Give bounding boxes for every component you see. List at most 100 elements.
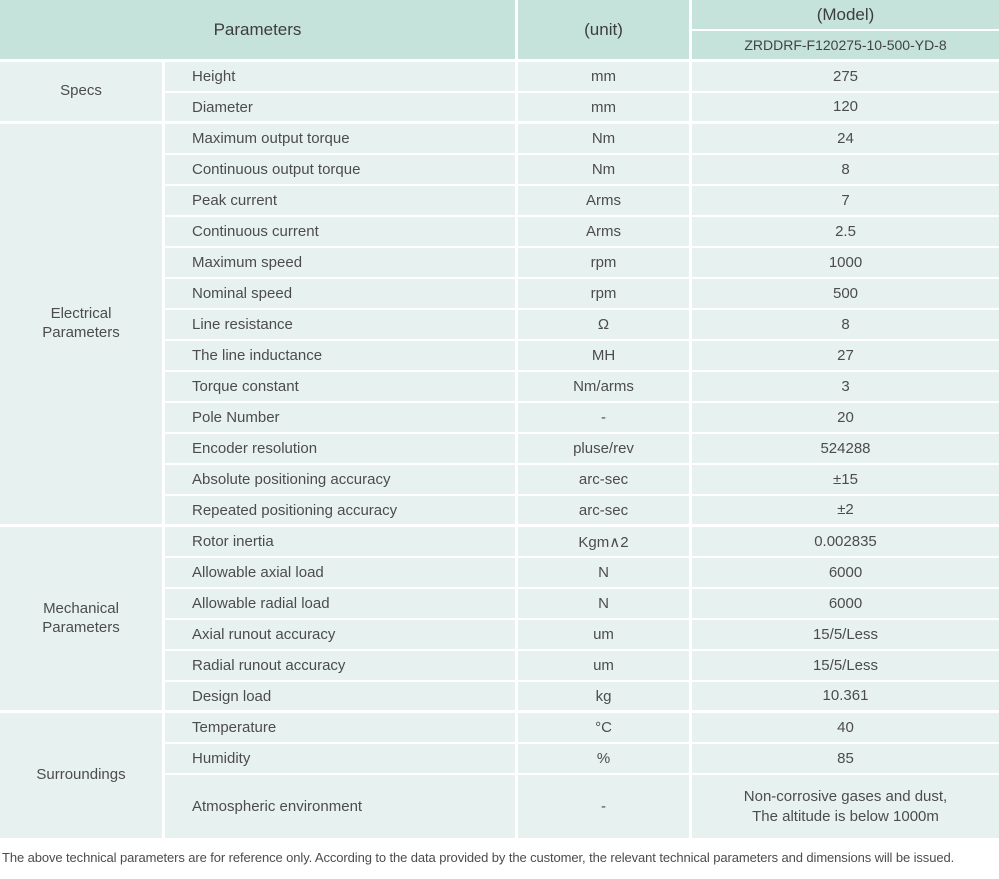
unit-cell: - <box>518 403 692 434</box>
unit-cell: Nm <box>518 124 692 155</box>
unit-cell: Kgm∧2 <box>518 527 692 558</box>
disclaimer-note: The above technical parameters are for r… <box>2 850 955 865</box>
param-name-cell: Peak current <box>165 186 518 217</box>
value-cell: 27 <box>692 341 999 372</box>
unit-cell: °C <box>518 713 692 744</box>
unit-cell: MH <box>518 341 692 372</box>
table-row: Mechanical Parameters Rotor inertia Kgm∧2 0… <box>0 527 999 713</box>
unit-cell: N <box>518 558 692 589</box>
unit-cell: arc-sec <box>518 496 692 527</box>
unit-cell: kg <box>518 682 692 713</box>
unit-cell: Arms <box>518 217 692 248</box>
param-name-cell: Humidity <box>165 744 518 775</box>
value-cell: 24 <box>692 124 999 155</box>
table-row: Humidity% 85 <box>0 744 999 775</box>
value-cell: ±15 <box>692 465 999 496</box>
value-cell: 120 <box>692 93 999 124</box>
value-cell: Non-corrosive gases and dust, The altitu… <box>692 775 999 841</box>
table-row: Repeated positioning accuracy arc-sec ±2 <box>0 496 999 527</box>
table-row: Torque constant Nm/arms 3 <box>0 372 999 403</box>
header-row-1: Parameters (unit) (Model) <box>0 0 999 62</box>
unit-cell: mm <box>518 93 692 124</box>
param-name-cell: The line inductance <box>165 341 518 372</box>
value-cell: 2.5 <box>692 217 999 248</box>
unit-cell: Nm/arms <box>518 372 692 403</box>
param-name-cell: Temperature <box>165 713 518 744</box>
value-cell: 8 <box>692 155 999 186</box>
unit-cell: um <box>518 620 692 651</box>
param-name-cell: Absolute positioning accuracy <box>165 465 518 496</box>
table-row: Surroundings Temperature °C 40 <box>0 713 999 841</box>
unit-cell: um <box>518 651 692 682</box>
param-name-cell: Repeated positioning accuracy <box>165 496 518 527</box>
table-row: Radial runout accuracy um 15/5/Less <box>0 651 999 682</box>
unit-cell: - <box>518 775 692 841</box>
param-name-cell: Maximum speed <box>165 248 518 279</box>
table-row: Design load kg 10.361 <box>0 682 999 713</box>
value-cell: 15/5/Less <box>692 620 999 651</box>
table-row: Encoder resolution pluse/rev 524288 <box>0 434 999 465</box>
spec-table: Parameters (unit) (Model) ZRDDRF-F120275… <box>0 0 999 841</box>
unit-cell: rpm <box>518 279 692 310</box>
unit-cell: Nm <box>518 155 692 186</box>
table-row: Continuous current Arms 2.5 <box>0 217 999 248</box>
value-cell: 8 <box>692 310 999 341</box>
value-cell: 20 <box>692 403 999 434</box>
unit-cell: pluse/rev <box>518 434 692 465</box>
param-name-cell: Torque constant <box>165 372 518 403</box>
table-row: Axial runout accuracy um 15/5/Less <box>0 620 999 651</box>
param-name-cell: Line resistance <box>165 310 518 341</box>
table-row: Peak current Arms 7 <box>0 186 999 217</box>
param-name-cell: Axial runout accuracy <box>165 620 518 651</box>
param-name-cell: Design load <box>165 682 518 713</box>
group-cell: Electrical Parameters <box>0 124 165 527</box>
value-cell: 10.361 <box>692 682 999 713</box>
param-name-cell: Continuous current <box>165 217 518 248</box>
table-row: Specs Height mm 275 <box>0 62 999 124</box>
value-cell: 275 <box>692 62 999 93</box>
value-cell: 0.002835 <box>692 527 999 558</box>
value-cell: 40 <box>692 713 999 744</box>
param-name-cell: Nominal speed <box>165 279 518 310</box>
param-name-cell: Pole Number <box>165 403 518 434</box>
group-cell: Surroundings <box>0 713 165 841</box>
header-model: (Model) <box>692 0 999 31</box>
group-cell: Mechanical Parameters <box>0 527 165 713</box>
table-row: Continuous output torque Nm 8 <box>0 155 999 186</box>
table-row: Diameter mm 120 <box>0 93 999 124</box>
table-row: Maximum speed rpm 1000 <box>0 248 999 279</box>
param-name-cell: Continuous output torque <box>165 155 518 186</box>
table-row: Nominal speed rpm 500 <box>0 279 999 310</box>
value-cell: 85 <box>692 744 999 775</box>
param-name-cell: Allowable radial load <box>165 589 518 620</box>
param-name-cell: Allowable axial load <box>165 558 518 589</box>
table-row: Allowable radial load N 6000 <box>0 589 999 620</box>
param-name-cell: Radial runout accuracy <box>165 651 518 682</box>
value-cell: 500 <box>692 279 999 310</box>
param-name-cell: Atmospheric environment <box>165 775 518 841</box>
unit-cell: arc-sec <box>518 465 692 496</box>
header-unit: (unit) <box>518 0 692 62</box>
spec-table-header: Parameters (unit) (Model) ZRDDRF-F120275… <box>0 0 999 62</box>
value-cell: 6000 <box>692 589 999 620</box>
table-row: Pole Number -20 <box>0 403 999 434</box>
param-name-cell: Maximum output torque <box>165 124 518 155</box>
value-cell: 524288 <box>692 434 999 465</box>
table-row: Atmospheric environment - Non-corrosive ga… <box>0 775 999 841</box>
value-cell: 3 <box>692 372 999 403</box>
table-row: Allowable axial load N 6000 <box>0 558 999 589</box>
table-row: Electrical Parameters Maximum output torq… <box>0 124 999 527</box>
unit-cell: rpm <box>518 248 692 279</box>
header-parameters: Parameters <box>0 0 518 62</box>
param-name-cell: Rotor inertia <box>165 527 518 558</box>
header-model-value: ZRDDRF-F120275-10-500-YD-8 <box>692 31 999 62</box>
param-name-cell: Height <box>165 62 518 93</box>
value-cell: 7 <box>692 186 999 217</box>
table-row: Line resistance Ω 8 <box>0 310 999 341</box>
table-row: The line inductance MH 27 <box>0 341 999 372</box>
param-name-cell: Encoder resolution <box>165 434 518 465</box>
unit-cell: mm <box>518 62 692 93</box>
unit-cell: N <box>518 589 692 620</box>
spec-table-body: Specs Height mm 275 Diameter mm 120 Electrical … <box>0 62 999 841</box>
